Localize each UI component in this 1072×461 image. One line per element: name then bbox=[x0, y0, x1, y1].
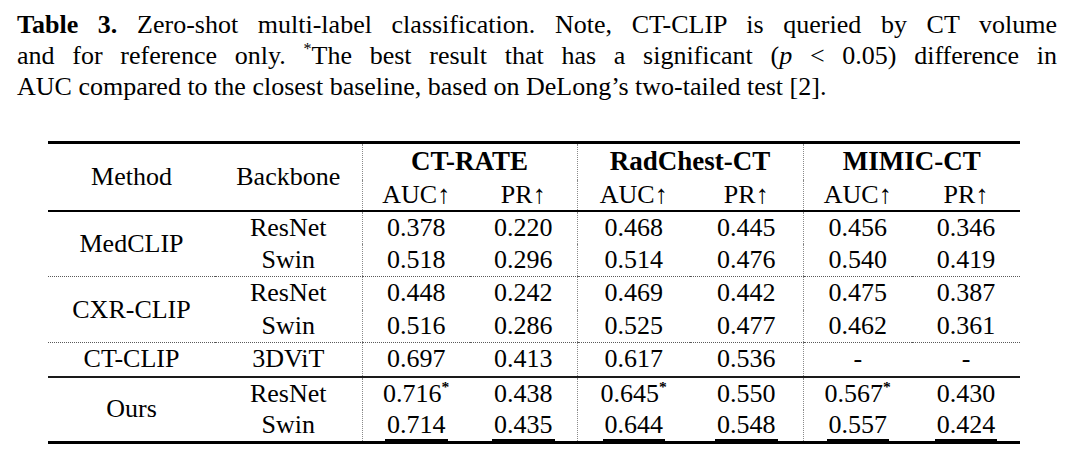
value-cell: 0.361 bbox=[912, 310, 1020, 343]
method-label-ct-clip: CT-CLIP bbox=[48, 343, 215, 377]
col-header-pr: PR↑ bbox=[912, 180, 1020, 211]
value-cell: 0.378 bbox=[362, 211, 470, 244]
value-cell: 0.548 bbox=[690, 410, 803, 443]
caption-text: Zero-shot multi-label classification. No… bbox=[117, 10, 1057, 39]
backbone-label: 3DViT bbox=[215, 343, 362, 377]
value-cell: 0.716* bbox=[362, 377, 470, 410]
underlined-value: 0.714 bbox=[385, 411, 448, 441]
value-cell: 0.644 bbox=[577, 410, 690, 443]
table-row: MedCLIP ResNet 0.378 0.220 0.468 0.445 0… bbox=[48, 211, 1020, 244]
backbone-label: Swin bbox=[215, 244, 362, 277]
value-cell: 0.550 bbox=[690, 377, 803, 410]
col-header-auc: AUC↑ bbox=[577, 180, 690, 211]
caption-text: The best result that has a significant ( bbox=[312, 41, 780, 70]
caption-line-3: AUC compared to the closest baseline, ba… bbox=[17, 71, 1057, 102]
underlined-value: 0.644 bbox=[603, 411, 666, 441]
method-label-medclip: MedCLIP bbox=[48, 211, 215, 277]
caption-text: < 0.05) difference in bbox=[792, 41, 1057, 70]
table-row: CXR-CLIP ResNet 0.448 0.242 0.469 0.442 … bbox=[48, 277, 1020, 310]
header-group-row: Method Backbone CT-RATE RadChest-CT MIMI… bbox=[48, 143, 1020, 180]
caption-line-2: and for reference only. *The best result… bbox=[17, 40, 1057, 71]
value-cell: 0.469 bbox=[577, 277, 690, 310]
value-cell: 0.296 bbox=[470, 244, 577, 277]
caption-line-1: Table 3. Zero-shot multi-label classific… bbox=[17, 9, 1057, 40]
group-header-mimic-ct: MIMIC-CT bbox=[803, 143, 1020, 180]
value-cell: 0.514 bbox=[577, 244, 690, 277]
footnote-star: * bbox=[303, 40, 311, 57]
caption-text: AUC compared to the closest baseline, ba… bbox=[17, 72, 826, 101]
backbone-label: Swin bbox=[215, 410, 362, 443]
value-text: 0.567 bbox=[825, 379, 884, 408]
value-cell: 0.475 bbox=[803, 277, 912, 310]
value-cell: 0.557 bbox=[803, 410, 912, 443]
col-header-auc: AUC↑ bbox=[803, 180, 912, 211]
underlined-value: 0.548 bbox=[715, 411, 778, 441]
backbone-label: ResNet bbox=[215, 211, 362, 244]
value-cell: 0.442 bbox=[690, 277, 803, 310]
col-header-pr: PR↑ bbox=[470, 180, 577, 211]
method-label-ours: Ours bbox=[48, 377, 215, 443]
value-cell: 0.346 bbox=[912, 211, 1020, 244]
value-cell: 0.518 bbox=[362, 244, 470, 277]
significance-star: * bbox=[659, 378, 667, 395]
col-header-backbone: Backbone bbox=[215, 143, 362, 211]
value-cell: 0.286 bbox=[470, 310, 577, 343]
table-row: CT-CLIP 3DViT 0.697 0.413 0.617 0.536 - … bbox=[48, 343, 1020, 377]
value-cell: 0.220 bbox=[470, 211, 577, 244]
value-text: 0.550 bbox=[717, 379, 776, 408]
value-cell: - bbox=[912, 343, 1020, 377]
value-cell: 0.448 bbox=[362, 277, 470, 310]
underlined-value: 0.557 bbox=[827, 411, 890, 441]
value-cell: 0.617 bbox=[577, 343, 690, 377]
value-text: 0.645 bbox=[601, 379, 660, 408]
value-cell: 0.462 bbox=[803, 310, 912, 343]
col-header-pr: PR↑ bbox=[690, 180, 803, 211]
caption-text: and for reference only. bbox=[17, 41, 303, 70]
group-header-radchest-ct: RadChest-CT bbox=[577, 143, 803, 180]
col-header-method: Method bbox=[48, 143, 215, 211]
table-caption: Table 3. Zero-shot multi-label classific… bbox=[17, 9, 1057, 102]
value-cell: 0.714 bbox=[362, 410, 470, 443]
value-text: 0.716 bbox=[383, 379, 442, 408]
value-cell: 0.567* bbox=[803, 377, 912, 410]
value-cell: 0.445 bbox=[690, 211, 803, 244]
value-cell: 0.387 bbox=[912, 277, 1020, 310]
underlined-value: 0.424 bbox=[935, 411, 998, 441]
value-cell: 0.413 bbox=[470, 343, 577, 377]
significance-star: * bbox=[883, 378, 891, 395]
paper-page: Table 3. Zero-shot multi-label classific… bbox=[0, 0, 1072, 461]
value-cell: 0.525 bbox=[577, 310, 690, 343]
value-text: 0.438 bbox=[494, 379, 553, 408]
value-cell: 0.430 bbox=[912, 377, 1020, 410]
value-cell: 0.456 bbox=[803, 211, 912, 244]
value-cell: 0.468 bbox=[577, 211, 690, 244]
results-table: Method Backbone CT-RATE RadChest-CT MIMI… bbox=[48, 141, 1020, 444]
value-cell: 0.645* bbox=[577, 377, 690, 410]
significance-star: * bbox=[442, 378, 450, 395]
value-cell: 0.242 bbox=[470, 277, 577, 310]
value-cell: 0.536 bbox=[690, 343, 803, 377]
backbone-label: Swin bbox=[215, 310, 362, 343]
value-cell: 0.477 bbox=[690, 310, 803, 343]
value-cell: 0.476 bbox=[690, 244, 803, 277]
method-label-cxr-clip: CXR-CLIP bbox=[48, 277, 215, 343]
value-cell: 0.424 bbox=[912, 410, 1020, 443]
value-cell: 0.516 bbox=[362, 310, 470, 343]
table-row: Ours ResNet 0.716* 0.438 0.645* 0.550 0.… bbox=[48, 377, 1020, 410]
backbone-label: ResNet bbox=[215, 377, 362, 410]
value-cell: - bbox=[803, 343, 912, 377]
value-cell: 0.540 bbox=[803, 244, 912, 277]
caption-label: Table 3. bbox=[17, 10, 117, 39]
underlined-value: 0.435 bbox=[492, 411, 555, 441]
value-text: 0.430 bbox=[937, 379, 996, 408]
p-value-variable: p bbox=[779, 41, 792, 70]
backbone-label: ResNet bbox=[215, 277, 362, 310]
value-cell: 0.697 bbox=[362, 343, 470, 377]
group-header-ct-rate: CT-RATE bbox=[362, 143, 577, 180]
value-cell: 0.438 bbox=[470, 377, 577, 410]
value-cell: 0.435 bbox=[470, 410, 577, 443]
value-cell: 0.419 bbox=[912, 244, 1020, 277]
col-header-auc: AUC↑ bbox=[362, 180, 470, 211]
